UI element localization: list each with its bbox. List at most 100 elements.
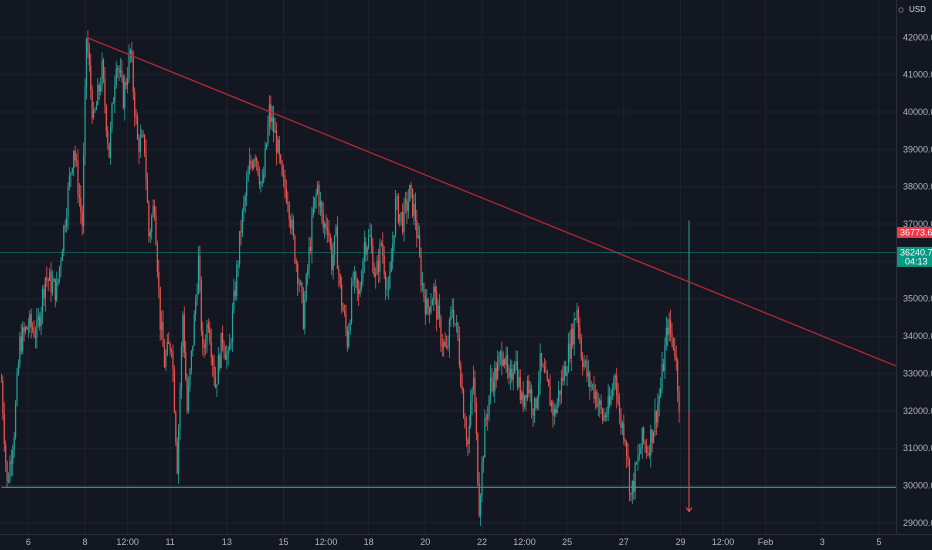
candle bbox=[178, 423, 180, 484]
candle-body bbox=[152, 205, 154, 217]
candle bbox=[287, 191, 289, 213]
x-tick-label: 12:00 bbox=[315, 537, 338, 547]
candle-body bbox=[185, 352, 187, 380]
candle-body bbox=[112, 102, 115, 104]
y-tick-label: 31000.00 bbox=[903, 443, 932, 453]
candle bbox=[291, 212, 293, 236]
candle-body bbox=[290, 219, 292, 229]
candle bbox=[163, 338, 166, 369]
candle bbox=[532, 408, 534, 428]
candle-body bbox=[603, 415, 605, 421]
candle-body bbox=[250, 160, 252, 165]
candle bbox=[107, 125, 109, 150]
candle bbox=[529, 381, 531, 403]
candle-body bbox=[353, 271, 356, 281]
candle-body bbox=[301, 282, 303, 293]
candle bbox=[251, 159, 253, 172]
candle-body bbox=[193, 314, 195, 346]
candle-body bbox=[7, 481, 10, 482]
candle bbox=[122, 74, 124, 110]
candle bbox=[385, 271, 387, 301]
y-tick-label: 38000.00 bbox=[903, 182, 932, 192]
candle bbox=[394, 190, 397, 238]
candle bbox=[267, 115, 269, 147]
candle bbox=[335, 224, 337, 237]
candle bbox=[654, 398, 656, 437]
candle-body bbox=[441, 345, 443, 347]
candle-body bbox=[267, 124, 269, 144]
candle-body bbox=[370, 235, 373, 246]
candle-body bbox=[325, 223, 327, 229]
candle-body bbox=[604, 415, 606, 417]
candle bbox=[360, 269, 363, 292]
candle-body bbox=[189, 369, 191, 386]
candle bbox=[377, 248, 380, 284]
candle-body bbox=[108, 143, 110, 158]
candle bbox=[292, 215, 295, 240]
candle bbox=[522, 381, 524, 413]
candle bbox=[264, 141, 266, 178]
candle-body bbox=[321, 201, 323, 213]
candle bbox=[95, 100, 98, 111]
candle bbox=[492, 372, 494, 397]
candle-body bbox=[292, 220, 295, 236]
candle-body bbox=[118, 68, 120, 73]
candle-body bbox=[24, 327, 27, 332]
candle bbox=[549, 374, 551, 407]
candle-body bbox=[237, 264, 239, 266]
candle-body bbox=[620, 413, 622, 428]
candle-body bbox=[665, 327, 667, 346]
candle bbox=[577, 306, 580, 339]
candle bbox=[369, 222, 371, 238]
candle-body bbox=[197, 256, 200, 294]
candle bbox=[461, 373, 463, 394]
candle bbox=[389, 262, 391, 291]
candle bbox=[560, 369, 563, 404]
candle bbox=[634, 460, 636, 500]
candle bbox=[37, 308, 39, 328]
candle bbox=[451, 298, 453, 319]
candle-body bbox=[627, 456, 629, 460]
candle-body bbox=[565, 366, 567, 377]
candle bbox=[5, 440, 7, 472]
candle bbox=[580, 333, 582, 361]
candle bbox=[345, 304, 347, 337]
candle bbox=[101, 52, 103, 92]
settings-gear-icon[interactable] bbox=[898, 7, 904, 13]
candle bbox=[256, 156, 258, 171]
candle-body bbox=[14, 403, 17, 438]
candle-body bbox=[229, 342, 231, 351]
candle bbox=[46, 266, 48, 288]
candle bbox=[579, 317, 581, 344]
candle-body bbox=[593, 384, 595, 399]
resistance-trendline[interactable] bbox=[86, 36, 897, 367]
candle-body bbox=[592, 384, 594, 386]
x-tick-label: 8 bbox=[83, 537, 88, 547]
candle-body bbox=[166, 341, 168, 355]
candle bbox=[71, 167, 73, 176]
candle-body bbox=[525, 395, 527, 399]
candle-body bbox=[43, 288, 45, 299]
candle bbox=[373, 262, 375, 278]
candle bbox=[460, 360, 462, 388]
candle-body bbox=[389, 272, 391, 288]
candle bbox=[664, 337, 666, 379]
y-tick-label: 32000.00 bbox=[903, 406, 932, 416]
candle bbox=[471, 387, 473, 416]
candle-body bbox=[217, 355, 219, 385]
candle bbox=[176, 437, 178, 475]
candle bbox=[312, 196, 314, 218]
candle bbox=[175, 410, 177, 446]
candle-body bbox=[349, 322, 351, 332]
candle bbox=[329, 233, 331, 251]
candle-body bbox=[341, 284, 343, 307]
candle-body bbox=[668, 319, 670, 335]
candle bbox=[586, 355, 588, 382]
candle bbox=[668, 312, 670, 342]
candle bbox=[30, 308, 32, 339]
candle-body bbox=[329, 236, 331, 245]
currency-label[interactable]: USD bbox=[909, 5, 926, 14]
candle bbox=[14, 399, 17, 440]
